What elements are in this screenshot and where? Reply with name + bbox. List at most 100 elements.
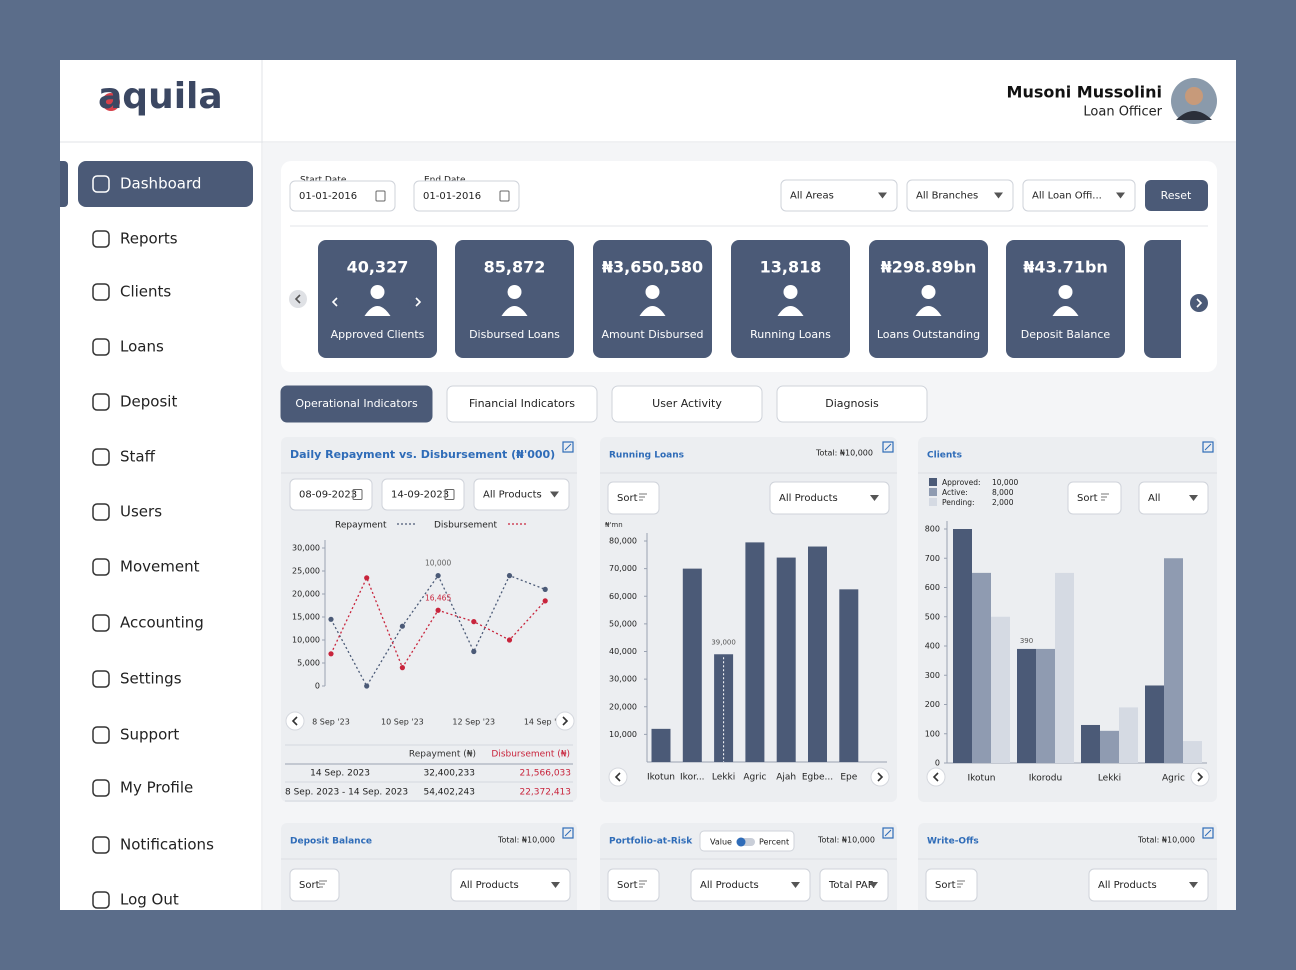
kpi-card[interactable]: ₦43.71bn Deposit Balance bbox=[1006, 240, 1125, 358]
panel-control[interactable]: All Products bbox=[1088, 868, 1209, 902]
chart-next[interactable] bbox=[870, 767, 890, 787]
panel-title: Running Loans bbox=[609, 451, 684, 461]
kpi-card[interactable]: 13,818 Running Loans bbox=[731, 240, 850, 358]
panel-control[interactable]: Sort bbox=[289, 868, 340, 902]
expand-button[interactable] bbox=[562, 827, 574, 839]
y-tick-label: 0 bbox=[315, 682, 320, 691]
x-tick-label: Ikotun bbox=[647, 773, 675, 783]
line-point bbox=[328, 651, 334, 657]
kpi-next[interactable] bbox=[1190, 294, 1208, 312]
expand-button[interactable] bbox=[882, 827, 894, 839]
kpi-card[interactable]: ₦298.89bn Loans Outstanding bbox=[869, 240, 988, 358]
panel-control[interactable]: All Products bbox=[450, 868, 571, 902]
expand-button[interactable] bbox=[1202, 827, 1214, 839]
control-label: Total PAR bbox=[828, 880, 875, 891]
sidebar-item[interactable]: Clients bbox=[92, 283, 171, 301]
x-tick-label: Egbe... bbox=[802, 773, 833, 783]
x-tick-label: 10 Sep '23 bbox=[381, 718, 424, 727]
tab[interactable]: User Activity bbox=[611, 385, 763, 423]
kpi-card-next[interactable] bbox=[409, 293, 427, 311]
bar bbox=[651, 728, 671, 762]
panel-control[interactable]: Total PAR bbox=[819, 868, 889, 902]
sidebar-icon bbox=[92, 175, 110, 193]
chart-next[interactable] bbox=[555, 711, 575, 731]
kpi-card[interactable]: 85,872 Disbursed Loans bbox=[455, 240, 574, 358]
sidebar-icon bbox=[92, 393, 110, 411]
control-box bbox=[607, 868, 660, 902]
chart-panel: Daily Repayment vs. Disbursement (₦'000)… bbox=[281, 437, 577, 802]
date-input[interactable]: 08-09-2023 bbox=[289, 478, 373, 511]
filter-dropdown[interactable]: All Loan Offi... bbox=[1022, 179, 1136, 212]
panel-control[interactable]: All Products bbox=[690, 868, 811, 902]
sidebar-item[interactable]: Loans bbox=[92, 338, 164, 356]
chart-next[interactable] bbox=[1190, 767, 1210, 787]
y-tick-label: 20,000 bbox=[292, 590, 320, 599]
sidebar-item[interactable]: Movement bbox=[92, 558, 200, 576]
expand-icon bbox=[1202, 827, 1214, 839]
expand-button[interactable] bbox=[882, 441, 894, 453]
sidebar-item[interactable]: Staff bbox=[92, 448, 156, 466]
line-point bbox=[435, 573, 441, 579]
tab-bg bbox=[280, 385, 433, 423]
y-tick-label: 100 bbox=[925, 729, 940, 738]
kpi-prev[interactable] bbox=[289, 290, 307, 308]
date-input[interactable]: 14-09-2023 bbox=[381, 478, 465, 511]
tab[interactable]: Financial Indicators bbox=[446, 385, 598, 423]
kpi-card-prev[interactable] bbox=[326, 293, 344, 311]
tab[interactable]: Diagnosis bbox=[776, 385, 928, 423]
y-tick-label: 700 bbox=[925, 554, 940, 563]
chart-panel: Write-Offs Total: ₦10,000 Sort All Products bbox=[918, 823, 1217, 910]
user-avatar[interactable] bbox=[1171, 78, 1217, 124]
panel-control[interactable]: Sort bbox=[607, 868, 660, 902]
sidebar-label: Staff bbox=[120, 448, 156, 466]
sidebar-item[interactable]: My Profile bbox=[92, 779, 193, 797]
data-label: 39,000 bbox=[711, 638, 736, 646]
sidebar-item[interactable]: Log Out bbox=[92, 891, 179, 909]
sidebar-icon bbox=[92, 503, 110, 521]
filter-dropdown[interactable]: All Branches bbox=[906, 179, 1014, 212]
y-tick-label: 10,000 bbox=[609, 730, 637, 739]
sidebar-item[interactable]: Support bbox=[92, 726, 179, 744]
control-box bbox=[925, 868, 978, 902]
panel-control[interactable]: Sort bbox=[925, 868, 978, 902]
legend-total: 8,000 bbox=[992, 488, 1014, 497]
kpi-label: Amount Disbursed bbox=[602, 328, 704, 341]
arrow-button-bg bbox=[326, 293, 344, 311]
expand-button[interactable] bbox=[562, 441, 574, 453]
kpi-card[interactable]: ₦3,650,580 Amount Disbursed bbox=[593, 240, 712, 358]
chart-prev[interactable] bbox=[926, 767, 946, 787]
filter-dropdown[interactable]: All Areas bbox=[780, 179, 898, 212]
tab[interactable]: Operational Indicators bbox=[280, 385, 433, 423]
kpi-card[interactable]: 40,327 Approved Clients bbox=[318, 240, 437, 358]
sort-button[interactable]: Sort bbox=[607, 481, 660, 515]
value-percent-toggle[interactable]: Value Percent bbox=[699, 830, 795, 852]
table-cell: 8 Sep. 2023 - 14 Sep. 2023 bbox=[285, 788, 408, 798]
sidebar-item[interactable]: Users bbox=[92, 503, 162, 521]
bar bbox=[991, 616, 1010, 763]
arrow-button-bg bbox=[870, 767, 890, 787]
sidebar-item[interactable]: Deposit bbox=[92, 393, 177, 411]
sidebar-item[interactable]: Notifications bbox=[92, 836, 214, 854]
kpi-card[interactable]: ₦Tota bbox=[1144, 240, 1263, 358]
reset-button[interactable]: Reset bbox=[1145, 180, 1208, 211]
sidebar-item[interactable]: Settings bbox=[92, 670, 182, 688]
control-box bbox=[1022, 179, 1136, 212]
sort-button[interactable]: Sort bbox=[1067, 481, 1122, 515]
x-tick-label: Ikor... bbox=[680, 773, 705, 783]
start-date[interactable]: 01-01-2016 bbox=[289, 180, 396, 212]
expand-button[interactable] bbox=[1202, 441, 1214, 453]
chart-prev[interactable] bbox=[285, 711, 305, 731]
sidebar-item[interactable]: Accounting bbox=[92, 614, 204, 632]
product-dropdown[interactable]: All Products bbox=[769, 481, 890, 515]
product-dropdown[interactable]: All Products bbox=[473, 478, 570, 511]
sidebar-item[interactable]: Dashboard bbox=[56, 161, 253, 207]
expand-icon bbox=[1202, 441, 1214, 453]
filter-dropdown[interactable]: All bbox=[1138, 481, 1209, 515]
chart-prev[interactable] bbox=[608, 767, 628, 787]
toggle-label: Percent bbox=[759, 838, 789, 847]
sidebar-item[interactable]: Reports bbox=[92, 230, 178, 248]
expand-icon bbox=[562, 441, 574, 453]
table-cell: 14 Sep. 2023 bbox=[310, 769, 370, 779]
end-date[interactable]: 01-01-2016 bbox=[413, 180, 520, 212]
x-tick-label: Ajah bbox=[776, 773, 796, 783]
